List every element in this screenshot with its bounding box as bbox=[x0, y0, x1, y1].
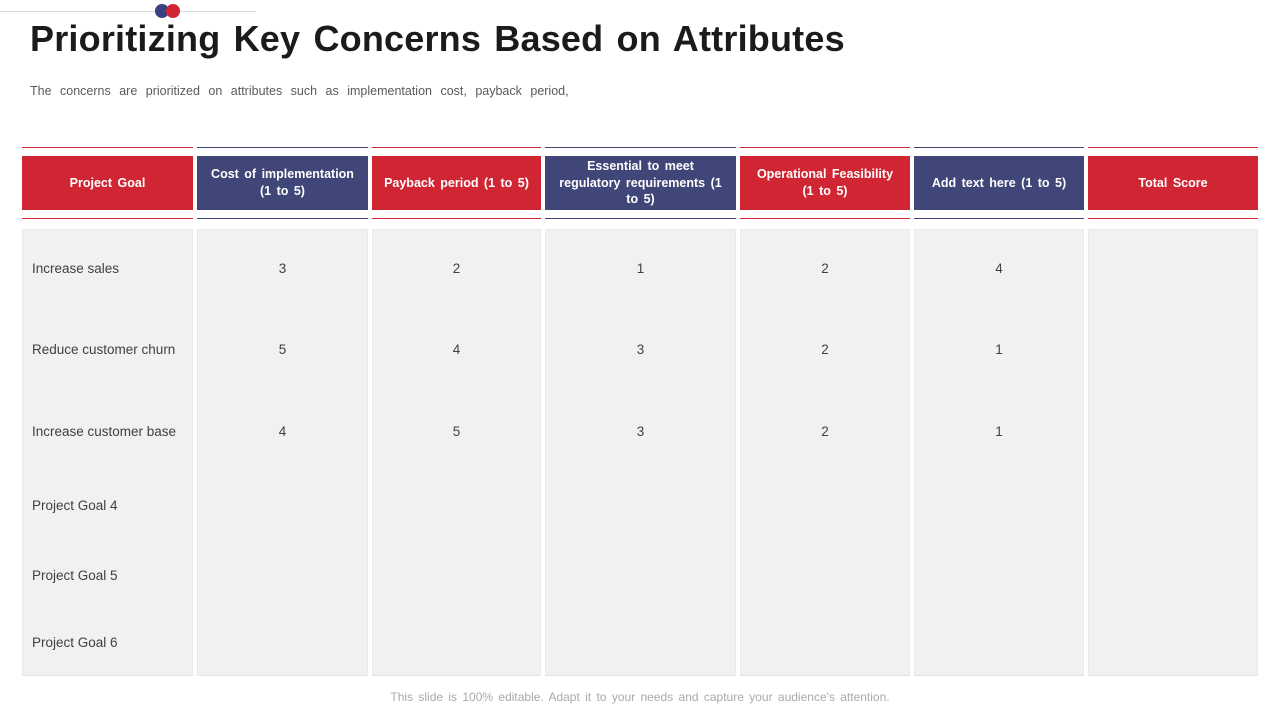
total-score-cell bbox=[1088, 229, 1258, 307]
priority-table: Project Goal Cost of implementation (1 to… bbox=[22, 147, 1258, 676]
total-score-cell bbox=[1088, 470, 1258, 540]
goal-cell: Project Goal 4 bbox=[22, 470, 193, 540]
score-cell bbox=[372, 610, 541, 676]
column-header-label: Cost of implementation (1 to 5) bbox=[197, 156, 368, 210]
total-score-cell bbox=[1088, 307, 1258, 392]
score-cell: 1 bbox=[545, 229, 736, 307]
score-cell: 1 bbox=[914, 392, 1084, 470]
header-top-rule bbox=[914, 147, 1084, 148]
score-cell bbox=[740, 610, 910, 676]
score-cell: 2 bbox=[740, 392, 910, 470]
score-cell bbox=[740, 540, 910, 610]
score-cell: 3 bbox=[197, 229, 368, 307]
score-cell bbox=[197, 470, 368, 540]
header-top-rule bbox=[22, 147, 193, 148]
header-top-rule bbox=[740, 147, 910, 148]
column-header-6: Total Score bbox=[1088, 147, 1258, 219]
column-header-5: Add text here (1 to 5) bbox=[914, 147, 1084, 219]
goal-cell: Project Goal 5 bbox=[22, 540, 193, 610]
score-cell bbox=[372, 540, 541, 610]
score-cell bbox=[197, 610, 368, 676]
goal-cell: Reduce customer churn bbox=[22, 307, 193, 392]
column-header-label: Project Goal bbox=[22, 156, 193, 210]
score-cell: 5 bbox=[197, 307, 368, 392]
column-header-2: Payback period (1 to 5) bbox=[372, 147, 541, 219]
table-body: Increase sales 3 2 1 2 4 Reduce customer churn… bbox=[22, 229, 1258, 676]
subtitle: The concerns are prioritized on attribut… bbox=[30, 84, 569, 98]
page-title: Prioritizing Key Concerns Based on Attri… bbox=[30, 18, 845, 59]
navy-dot-icon bbox=[155, 4, 169, 18]
score-cell: 2 bbox=[740, 229, 910, 307]
column-header-label: Operational Feasibility (1 to 5) bbox=[740, 156, 910, 210]
score-cell bbox=[197, 540, 368, 610]
score-cell bbox=[740, 470, 910, 540]
total-score-cell bbox=[1088, 540, 1258, 610]
score-cell: 2 bbox=[372, 229, 541, 307]
score-cell: 3 bbox=[545, 392, 736, 470]
header-top-rule bbox=[197, 147, 368, 148]
header-top-rule bbox=[1088, 147, 1258, 148]
column-header-1: Cost of implementation (1 to 5) bbox=[197, 147, 368, 219]
score-cell: 5 bbox=[372, 392, 541, 470]
column-header-label: Payback period (1 to 5) bbox=[372, 156, 541, 210]
column-header-3: Essential to meet regulatory requirement… bbox=[545, 147, 736, 219]
column-header-label: Total Score bbox=[1088, 156, 1258, 210]
score-cell: 4 bbox=[372, 307, 541, 392]
score-cell bbox=[914, 540, 1084, 610]
header-bottom-rule bbox=[372, 218, 541, 219]
goal-cell: Increase customer base bbox=[22, 392, 193, 470]
column-header-label: Add text here (1 to 5) bbox=[914, 156, 1084, 210]
column-header-0: Project Goal bbox=[22, 147, 193, 219]
table-header-row: Project Goal Cost of implementation (1 to… bbox=[22, 147, 1258, 219]
footer-note: This slide is 100% editable. Adapt it to… bbox=[390, 690, 890, 704]
header-bottom-rule bbox=[197, 218, 368, 219]
score-cell: 4 bbox=[197, 392, 368, 470]
header-top-rule bbox=[372, 147, 541, 148]
score-cell bbox=[545, 540, 736, 610]
header-bottom-rule bbox=[1088, 218, 1258, 219]
header-bottom-rule bbox=[545, 218, 736, 219]
header-bottom-rule bbox=[22, 218, 193, 219]
score-cell bbox=[372, 470, 541, 540]
score-cell bbox=[545, 470, 736, 540]
top-divider-line bbox=[0, 11, 256, 12]
header-bottom-rule bbox=[914, 218, 1084, 219]
score-cell bbox=[914, 610, 1084, 676]
total-score-cell bbox=[1088, 610, 1258, 676]
score-cell: 1 bbox=[914, 307, 1084, 392]
score-cell bbox=[914, 470, 1084, 540]
score-cell: 4 bbox=[914, 229, 1084, 307]
score-cell: 3 bbox=[545, 307, 736, 392]
column-header-4: Operational Feasibility (1 to 5) bbox=[740, 147, 910, 219]
total-score-cell bbox=[1088, 392, 1258, 470]
goal-cell: Project Goal 6 bbox=[22, 610, 193, 676]
goal-cell: Increase sales bbox=[22, 229, 193, 307]
header-bottom-rule bbox=[740, 218, 910, 219]
column-header-label: Essential to meet regulatory requirement… bbox=[545, 156, 736, 210]
header-top-rule bbox=[545, 147, 736, 148]
score-cell: 2 bbox=[740, 307, 910, 392]
brand-dots bbox=[155, 4, 180, 18]
score-cell bbox=[545, 610, 736, 676]
red-dot-icon bbox=[166, 4, 180, 18]
